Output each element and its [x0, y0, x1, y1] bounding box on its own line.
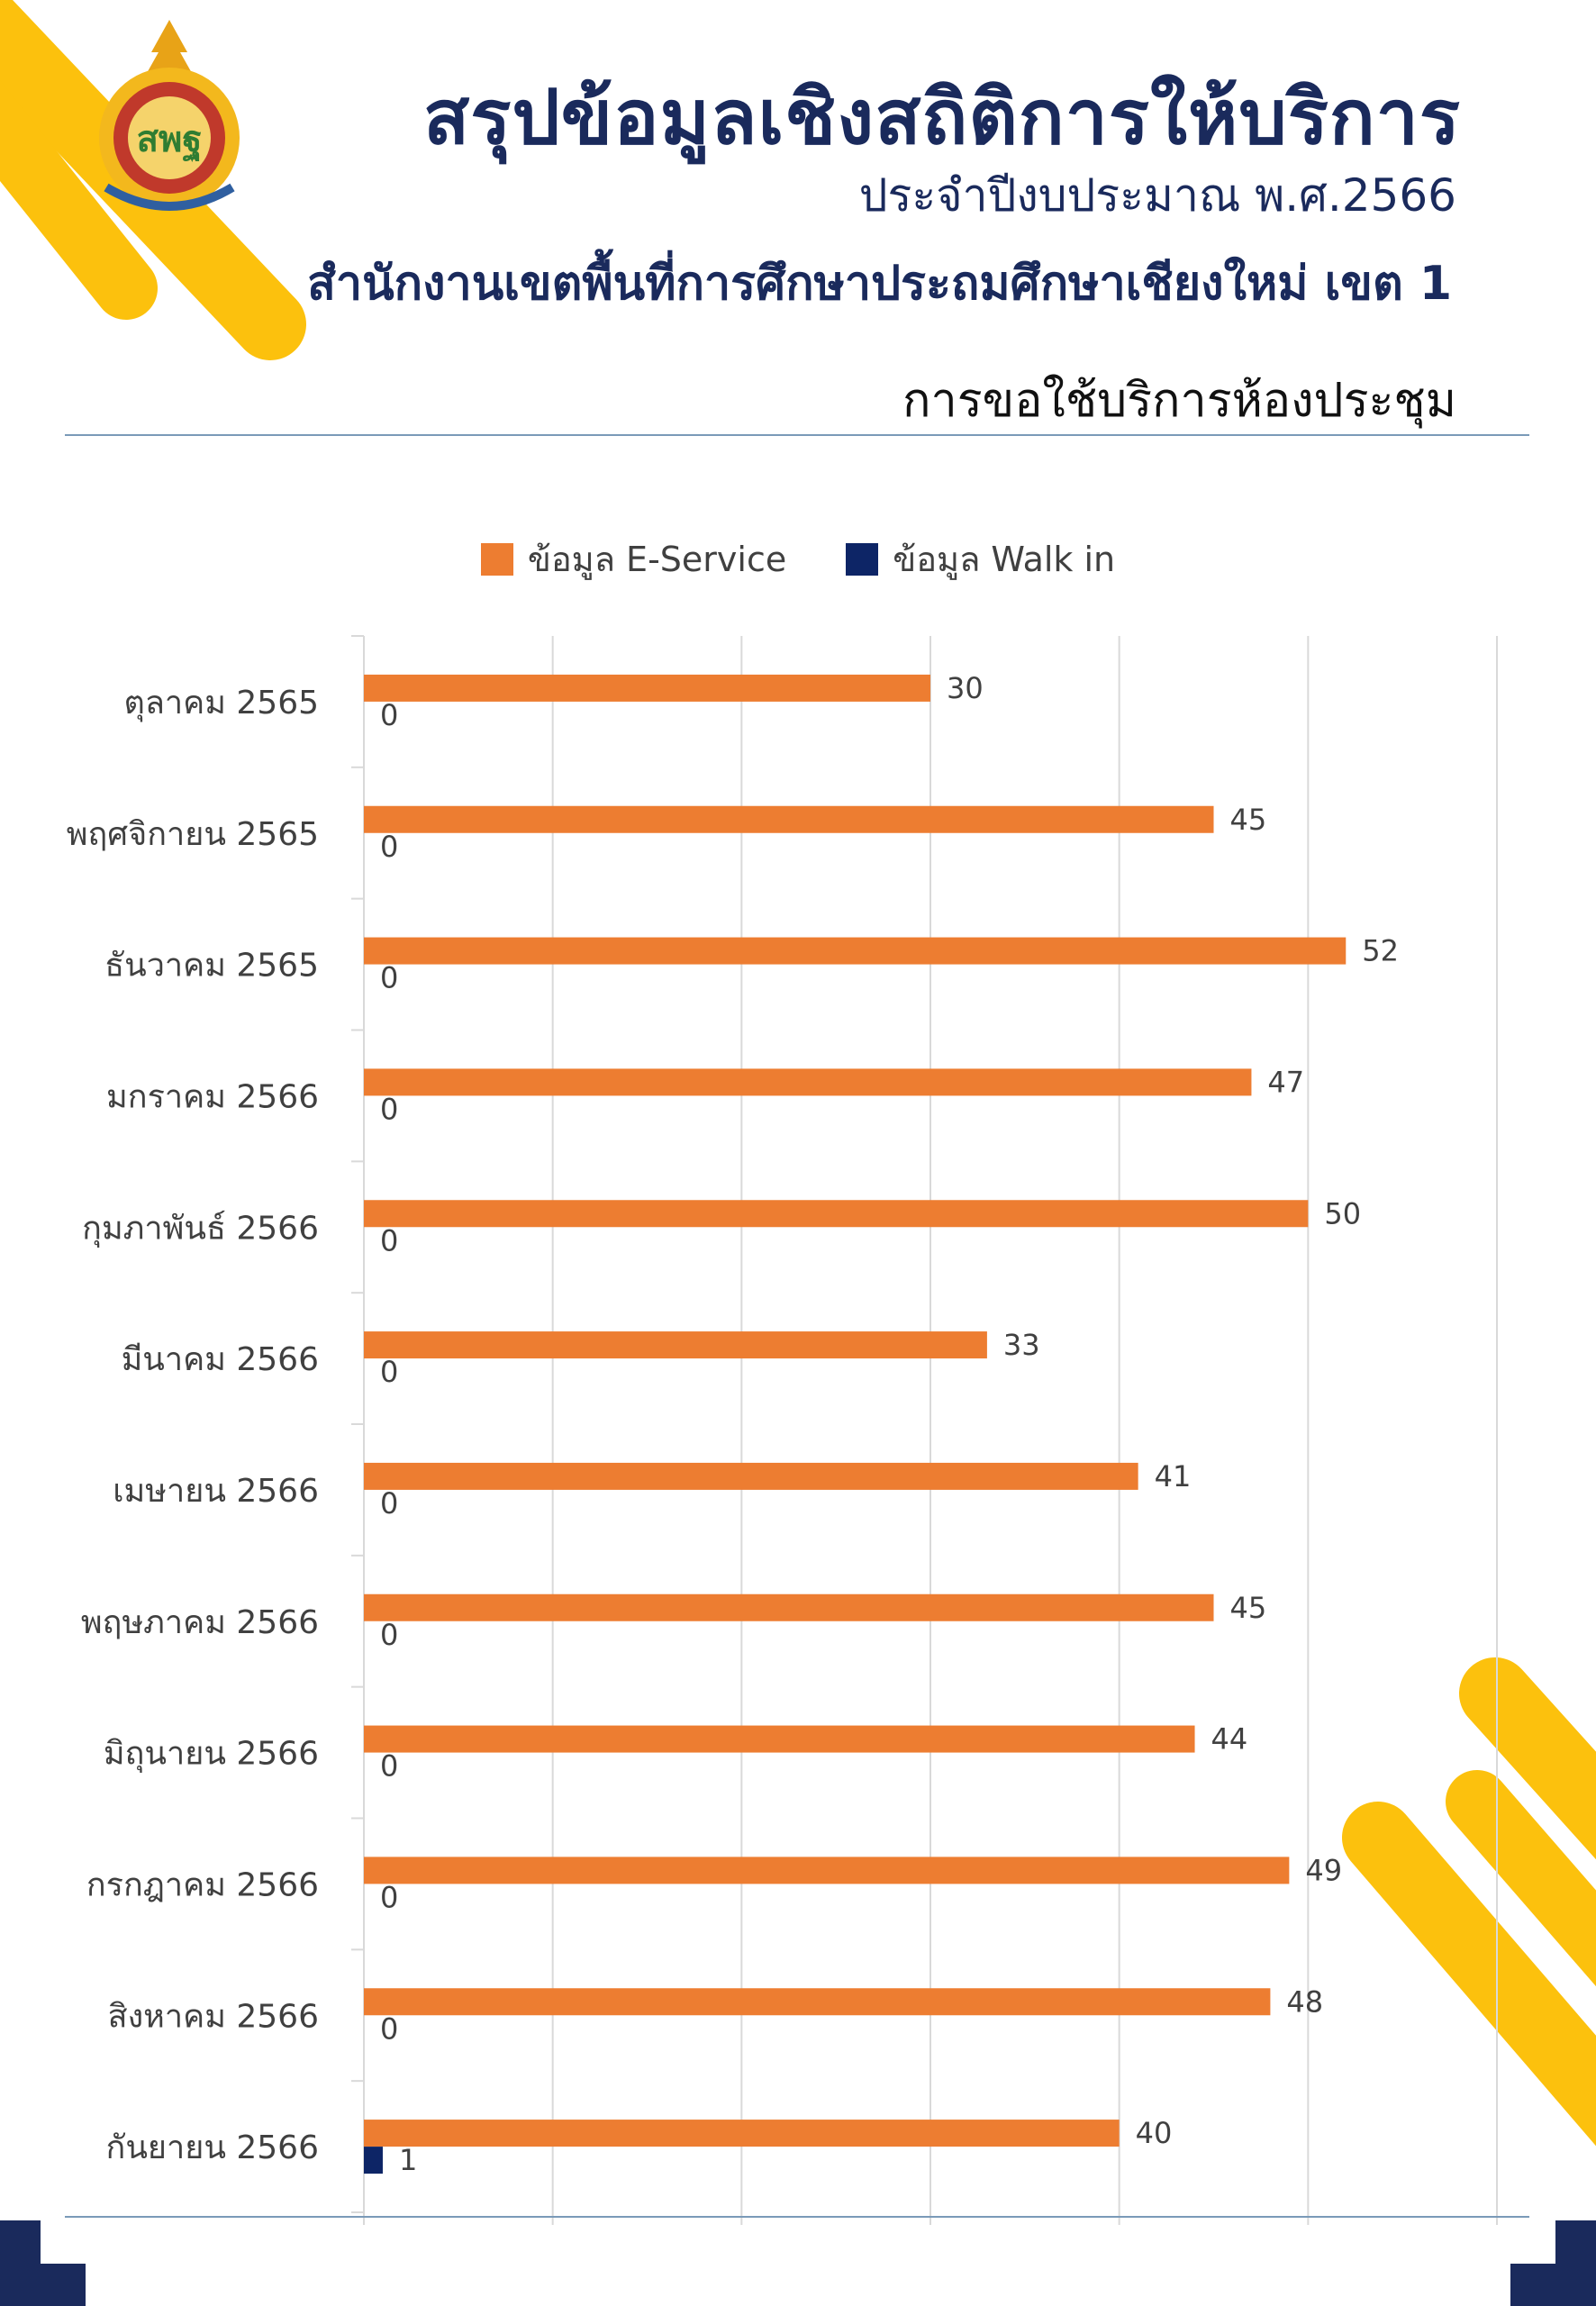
data-label-walk-in: 0 — [380, 698, 398, 732]
category-label: กันยายน 2566 — [106, 2129, 319, 2166]
bar-e-service — [364, 1068, 1252, 1096]
category-label: กรกฎาคม 2566 — [86, 1866, 319, 1903]
category-label: ตุลาคม 2565 — [123, 685, 319, 722]
legend-item-e-service: ข้อมูล E-Service — [480, 531, 787, 586]
data-label-e-service: 45 — [1230, 1591, 1267, 1625]
bar-walk-in — [364, 2147, 383, 2174]
office-emblem-logo: สพฐ — [99, 20, 240, 211]
category-label: พฤศจิกายน 2565 — [67, 816, 319, 853]
yellow-stripe — [1446, 1770, 1596, 1987]
chart-legend: ข้อมูล E-Service ข้อมูล Walk in — [0, 531, 1596, 586]
data-label-walk-in: 1 — [399, 2143, 417, 2177]
legend-swatch-walk-in — [846, 542, 879, 576]
category-label: สิงหาคม 2566 — [108, 1998, 319, 2035]
data-label-e-service: 50 — [1324, 1196, 1361, 1230]
data-label-e-service: 49 — [1305, 1853, 1342, 1887]
header-divider — [65, 434, 1529, 436]
legend-swatch-e-service — [480, 542, 513, 576]
data-label-walk-in: 0 — [380, 1092, 398, 1126]
bar-e-service — [364, 1988, 1271, 2016]
bar-e-service — [364, 2120, 1120, 2147]
bar-e-service — [364, 937, 1347, 965]
bar-chart: ตุลาคม 2565 30 0 พฤศจิกายน 2565 45 0 ธันวาคม 2… — [67, 635, 1498, 2225]
data-label-e-service: 48 — [1286, 1984, 1323, 2019]
data-label-e-service: 45 — [1230, 803, 1267, 837]
page-title: สรุปข้อมูลเชิงสถิติการให้บริการ — [423, 73, 1461, 161]
legend-label-walk-in: ข้อมูล Walk in — [893, 540, 1116, 579]
fiscal-year-subtitle: ประจำปีงบประมาณ พ.ศ.2566 — [858, 169, 1456, 222]
data-label-walk-in: 0 — [380, 961, 398, 995]
data-label-e-service: 33 — [1003, 1328, 1040, 1362]
data-label-walk-in: 0 — [380, 1749, 398, 1784]
bar-e-service — [364, 1593, 1214, 1621]
data-label-walk-in: 0 — [380, 2011, 398, 2046]
yellow-stripe — [0, 79, 158, 320]
category-label: มกราคม 2566 — [106, 1078, 319, 1115]
yellow-stripe — [1342, 1802, 1596, 2147]
data-label-e-service: 30 — [947, 671, 984, 705]
data-label-walk-in: 0 — [380, 1486, 398, 1521]
navy-corner-bracket — [0, 2220, 86, 2306]
footer-divider — [65, 2216, 1529, 2218]
category-label: กุมภาพันธ์ 2566 — [82, 1210, 319, 1248]
bar-e-service — [364, 1200, 1309, 1228]
data-label-walk-in: 0 — [380, 1618, 398, 1652]
data-label-e-service: 40 — [1136, 2116, 1173, 2150]
category-label: เมษายน 2566 — [113, 1473, 319, 1510]
data-label-walk-in: 0 — [380, 1880, 398, 1914]
bar-e-service — [364, 1331, 987, 1359]
office-name: สำนักงานเขตพื้นที่การศึกษาประถมศึกษาเชีย… — [307, 257, 1452, 311]
bar-e-service — [364, 1725, 1195, 1753]
data-label-walk-in: 0 — [380, 1223, 398, 1257]
data-label-e-service: 44 — [1211, 1722, 1248, 1757]
yellow-stripe — [1459, 1657, 1596, 1860]
navy-corner-bracket — [1510, 2220, 1596, 2306]
category-label: มีนาคม 2566 — [122, 1341, 319, 1378]
data-label-walk-in: 0 — [380, 1355, 398, 1389]
data-label-e-service: 52 — [1362, 934, 1399, 968]
data-label-e-service: 41 — [1155, 1459, 1192, 1493]
category-label: พฤษภาคม 2566 — [81, 1604, 319, 1641]
bar-e-service — [364, 1462, 1138, 1490]
legend-item-walk-in: ข้อมูล Walk in — [846, 531, 1115, 586]
category-label: ธันวาคม 2565 — [104, 948, 319, 985]
bar-e-service — [364, 805, 1214, 833]
svg-text:สพฐ: สพฐ — [137, 118, 203, 163]
chart-subtitle: การขอใช้บริการห้องประชุม — [902, 374, 1456, 428]
legend-label-e-service: ข้อมูล E-Service — [527, 540, 787, 579]
bar-e-service — [364, 674, 930, 702]
category-label: มิถุนายน 2566 — [104, 1736, 319, 1774]
bar-e-service — [364, 1857, 1290, 1884]
data-label-e-service: 47 — [1267, 1065, 1304, 1099]
data-label-walk-in: 0 — [380, 830, 398, 864]
